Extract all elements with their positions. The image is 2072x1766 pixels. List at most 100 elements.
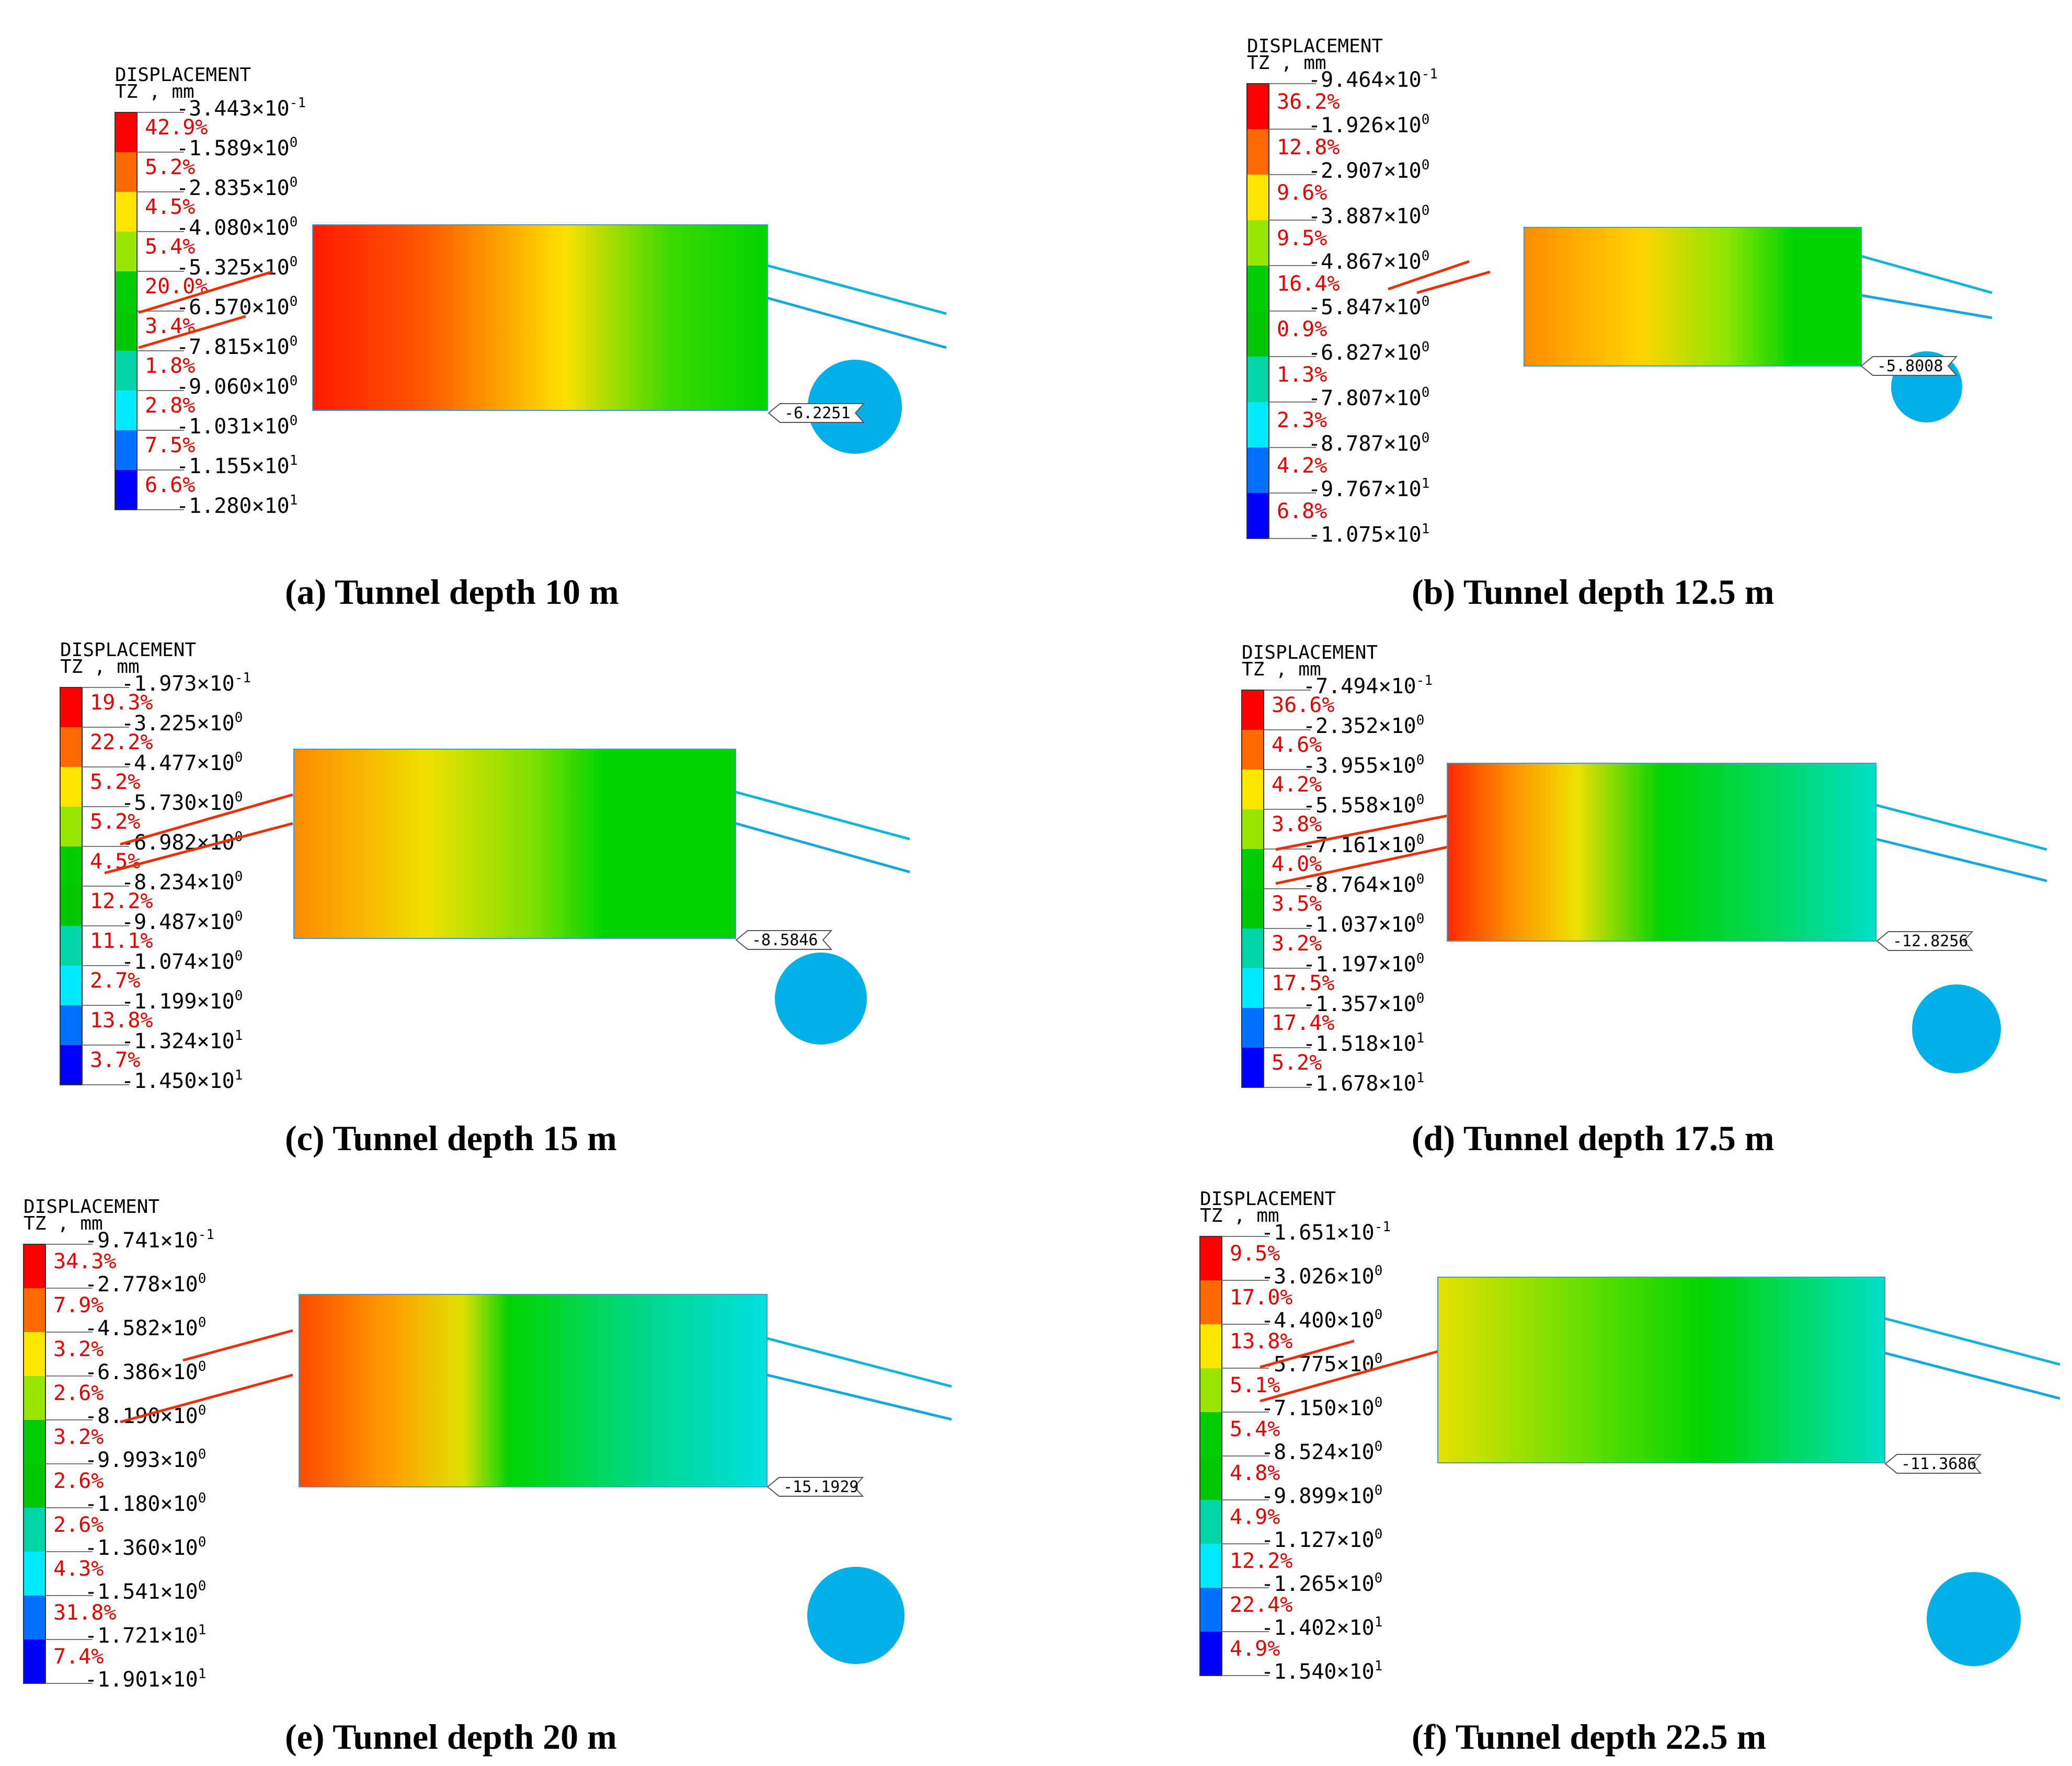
legend-unit: TZ , mm [24,1213,103,1234]
legend-level-value: -4.400×100 [1261,1307,1382,1333]
legend-color-cell [24,1332,45,1376]
legend-color-cell [60,687,82,727]
legend-color-cell [24,1288,45,1332]
legend-unit: TZ , mm [115,81,194,102]
tunnel-cross-section [807,1567,905,1664]
value-callout-box [1876,931,1974,951]
legend-level-exponent: -1 [235,670,251,686]
legend-level-value: -1.265×100 [1261,1570,1382,1596]
legend-level-value: -4.080×100 [176,214,297,240]
legend-color-cell [115,112,137,152]
legend-color-cell [1247,357,1269,402]
legend-level-exponent: 1 [1416,1030,1425,1046]
value-callout-box [766,1477,864,1497]
legend-percentage: 4.9% [1230,1637,1280,1661]
pipe-right-segment [1884,1351,2060,1400]
pipe-right-segment [767,264,947,315]
legend-percentage: 1.3% [1277,363,1327,387]
legend-color-cell [24,1639,45,1683]
legend-level-value: -4.582×100 [85,1315,206,1340]
pipe-left-segment [138,315,246,349]
legend-percentage: 17.0% [1230,1286,1292,1310]
legend-color-cell [115,232,137,271]
legend-percentage: 6.8% [1277,499,1327,523]
value-callout-box [1884,1454,1982,1474]
legend-color-cell [1242,770,1264,809]
legend-color-cell [115,391,137,430]
legend-level-exponent: -1 [1422,66,1438,82]
legend-level-value: -6.386×100 [85,1359,206,1384]
panel-caption: (f) Tunnel depth 22.5 m [1412,1717,1766,1757]
legend-percentage: 4.2% [1277,454,1327,478]
legend-percentage: 5.2% [90,810,140,834]
legend-level-value: -2.778×100 [85,1271,206,1297]
legend-unit: TZ , mm [1247,52,1326,74]
legend-percentage: 2.6% [53,1381,104,1405]
legend-color-cell [1242,809,1264,849]
legend-percentage: 4.9% [1230,1505,1280,1529]
legend-level-exponent: 0 [1422,294,1430,309]
legend-level-value: -9.767×101 [1308,476,1429,501]
legend-level-value: -1.037×100 [1303,911,1424,937]
legend-percentage: 5.2% [145,155,195,179]
legend-level-value: -7.815×100 [176,334,297,359]
value-callout-box [768,403,865,423]
pipe-left-segment [104,822,293,875]
legend-level-value: -1.075×101 [1308,521,1429,547]
legend-percentage: 3.2% [1272,932,1322,956]
legend-level-exponent: -1 [1416,673,1433,689]
value-callout-text: -6.2251 [784,404,850,422]
legend-level-value: -9.487×100 [121,909,243,934]
legend-level-value: -7.494×10-1 [1303,673,1433,698]
legend-level-value: -1.324×101 [121,1028,243,1053]
legend-level-exponent: 0 [1422,157,1430,173]
tunnel-cross-section [775,953,867,1045]
pipe-right-segment [766,1373,952,1421]
pipe-left-segment [1416,270,1491,294]
legend-level-exponent: 0 [290,175,298,190]
legend-level-value: -1.180×100 [85,1490,206,1516]
legend-percentage: 5.4% [145,235,195,259]
legend-level-exponent: 0 [1375,1570,1383,1586]
legend-color-cell [60,886,82,926]
legend-percentage: 36.2% [1277,90,1340,114]
legend-color-cell [1242,730,1264,770]
legend-level-exponent: 0 [198,1447,207,1462]
pipe-right-segment [735,790,910,841]
legend-percentage: 5.2% [90,770,140,794]
legend-level-value: -1.197×100 [1303,951,1424,977]
legend-percentage: 12.2% [1230,1549,1292,1573]
panel-caption-text: Tunnel depth 22.5 m [1456,1717,1767,1757]
legend-level-exponent: 1 [290,453,298,468]
legend-level-exponent: 0 [235,710,243,726]
legend-color-cell [1242,1048,1264,1087]
legend-level-exponent: 0 [235,789,243,805]
pipe-left-segment [120,793,293,846]
legend-color-cell [60,846,82,886]
pipe-right-segment [735,822,910,874]
legend-level-exponent: 0 [1416,752,1425,768]
legend-level-value: -1.199×100 [121,988,243,1014]
legend-level-exponent: -1 [1375,1219,1391,1235]
displacement-contour-slab [293,749,736,939]
legend-level-value: -9.060×100 [176,373,297,399]
legend-unit: TZ , mm [1242,659,1321,680]
legend-color-cell [1242,889,1264,928]
panel-caption-label: (c) [285,1118,333,1158]
legend-level-exponent: 0 [1416,951,1425,967]
legend-level-exponent: 0 [290,334,298,349]
panel-caption-text: Tunnel depth 10 m [335,572,619,612]
legend-percentage: 2.6% [53,1469,104,1493]
legend-level-value: -1.926×100 [1308,112,1429,137]
legend-level-value: -1.901×101 [85,1666,206,1692]
legend-level-value: -1.589×100 [176,135,297,160]
legend-level-exponent: 0 [1375,1527,1383,1542]
legend-color-cell [60,767,82,807]
panel-caption-label: (a) [285,572,335,612]
legend-percentage: 4.3% [53,1557,104,1581]
pipe-right-segment [1861,294,1993,319]
legend-level-exponent: 0 [1375,1351,1383,1367]
